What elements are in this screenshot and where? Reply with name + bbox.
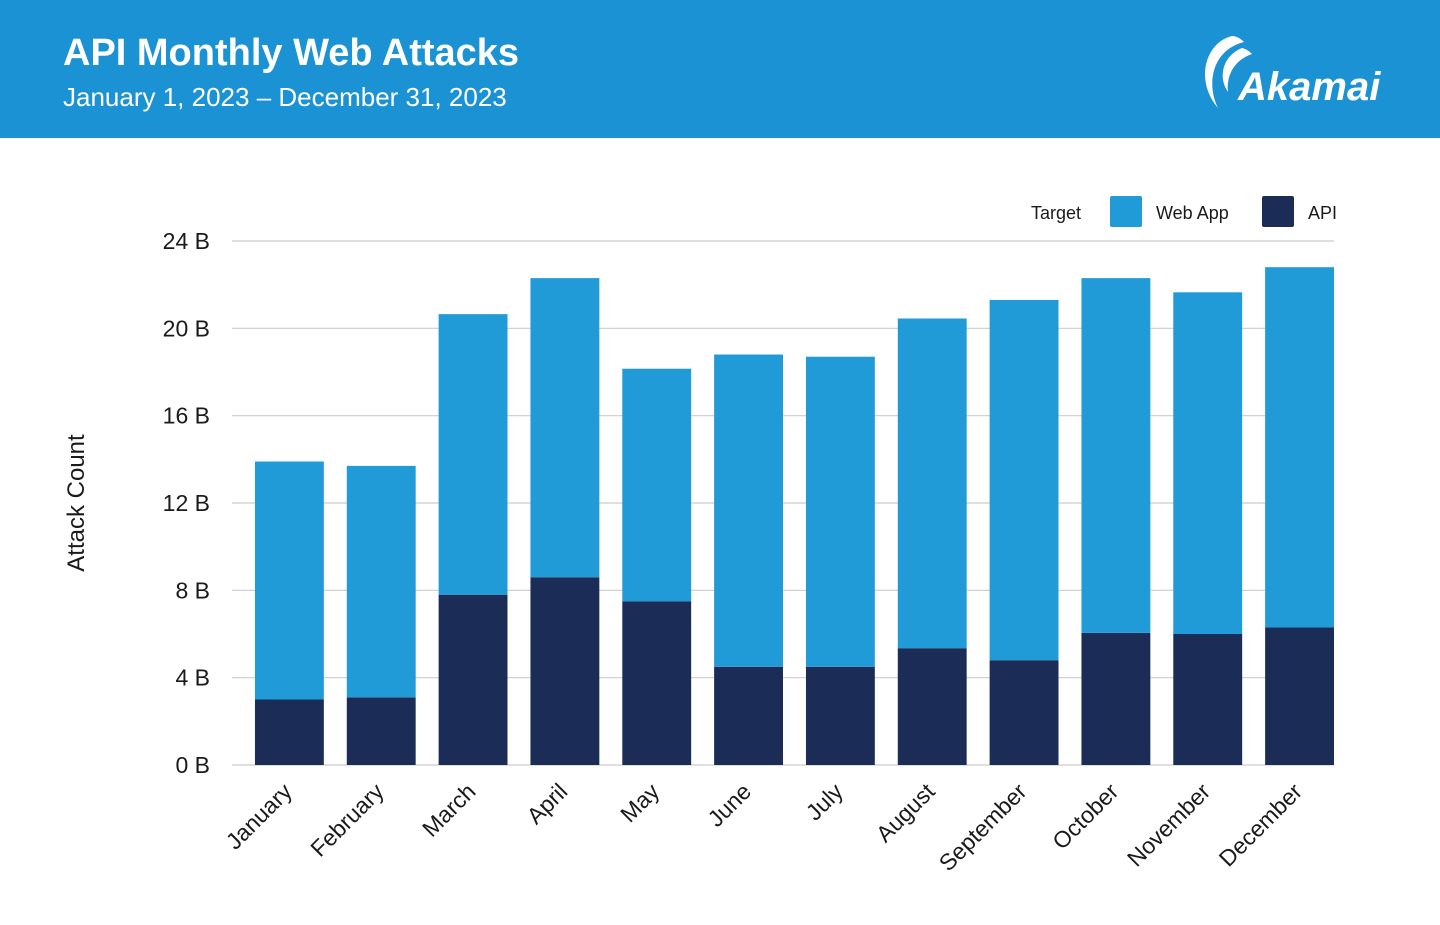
akamai-logo: Akamai — [1205, 36, 1381, 109]
y-tick-label: 16 B — [163, 403, 210, 429]
bar-api — [1081, 632, 1151, 765]
y-tick-label: 24 B — [163, 228, 210, 254]
bar-web-app — [989, 299, 1059, 661]
bar-api — [805, 666, 875, 765]
bars — [254, 267, 1334, 765]
y-tick-label: 4 B — [175, 665, 210, 691]
y-tick-label: 0 B — [175, 752, 210, 778]
x-tick-label: February — [305, 778, 389, 862]
bar-web-app — [254, 461, 324, 700]
x-tick-label: April — [522, 778, 573, 829]
bar-api — [714, 666, 783, 765]
bar-web-app — [1173, 292, 1243, 634]
bar-api — [1173, 634, 1243, 765]
bar-api — [254, 699, 324, 765]
logo-wordmark: Akamai — [1237, 65, 1381, 109]
legend-label: Web App — [1156, 203, 1229, 223]
bar-api — [530, 577, 600, 765]
x-tick-label: November — [1122, 778, 1216, 872]
x-tick-label: January — [221, 778, 298, 855]
bar-web-app — [714, 354, 783, 667]
legend-swatch — [1262, 196, 1294, 227]
bar-web-app — [1081, 278, 1151, 633]
header-banner: API Monthly Web Attacks January 1, 2023 … — [0, 0, 1440, 138]
x-tick-label: October — [1047, 778, 1123, 854]
legend-swatch — [1110, 196, 1142, 227]
y-tick-label: 8 B — [175, 577, 210, 603]
bar-web-app — [530, 278, 600, 578]
x-tick-label: September — [934, 778, 1032, 876]
x-tick-label: December — [1214, 778, 1308, 872]
bar-web-app — [805, 356, 875, 667]
bar-api — [989, 660, 1059, 765]
bar-api — [346, 697, 416, 765]
x-tick-label: June — [702, 778, 756, 832]
y-tick-label: 12 B — [163, 490, 210, 516]
bar-api — [622, 601, 692, 765]
y-tick-label: 20 B — [163, 315, 210, 341]
chart-subtitle: January 1, 2023 – December 31, 2023 — [63, 82, 507, 112]
bar-web-app — [897, 318, 967, 649]
x-tick-label: August — [871, 778, 940, 847]
legend-title: Target — [1031, 203, 1081, 223]
x-tick-label: March — [417, 778, 481, 842]
bar-web-app — [346, 465, 416, 698]
y-axis-title: Attack Count — [63, 434, 90, 572]
bar-api — [1265, 627, 1334, 765]
chart-title: API Monthly Web Attacks — [63, 32, 520, 74]
legend: Target Web App API — [1031, 196, 1337, 227]
bar-api — [438, 594, 508, 765]
akamai-wave-icon — [1205, 36, 1244, 108]
bar-web-app — [622, 368, 692, 602]
bar-web-app — [1265, 267, 1334, 628]
x-tick-label: July — [801, 778, 849, 826]
legend-label: API — [1308, 203, 1337, 223]
bar-web-app — [438, 314, 508, 595]
bar-api — [897, 648, 967, 765]
x-tick-label: May — [615, 778, 664, 827]
